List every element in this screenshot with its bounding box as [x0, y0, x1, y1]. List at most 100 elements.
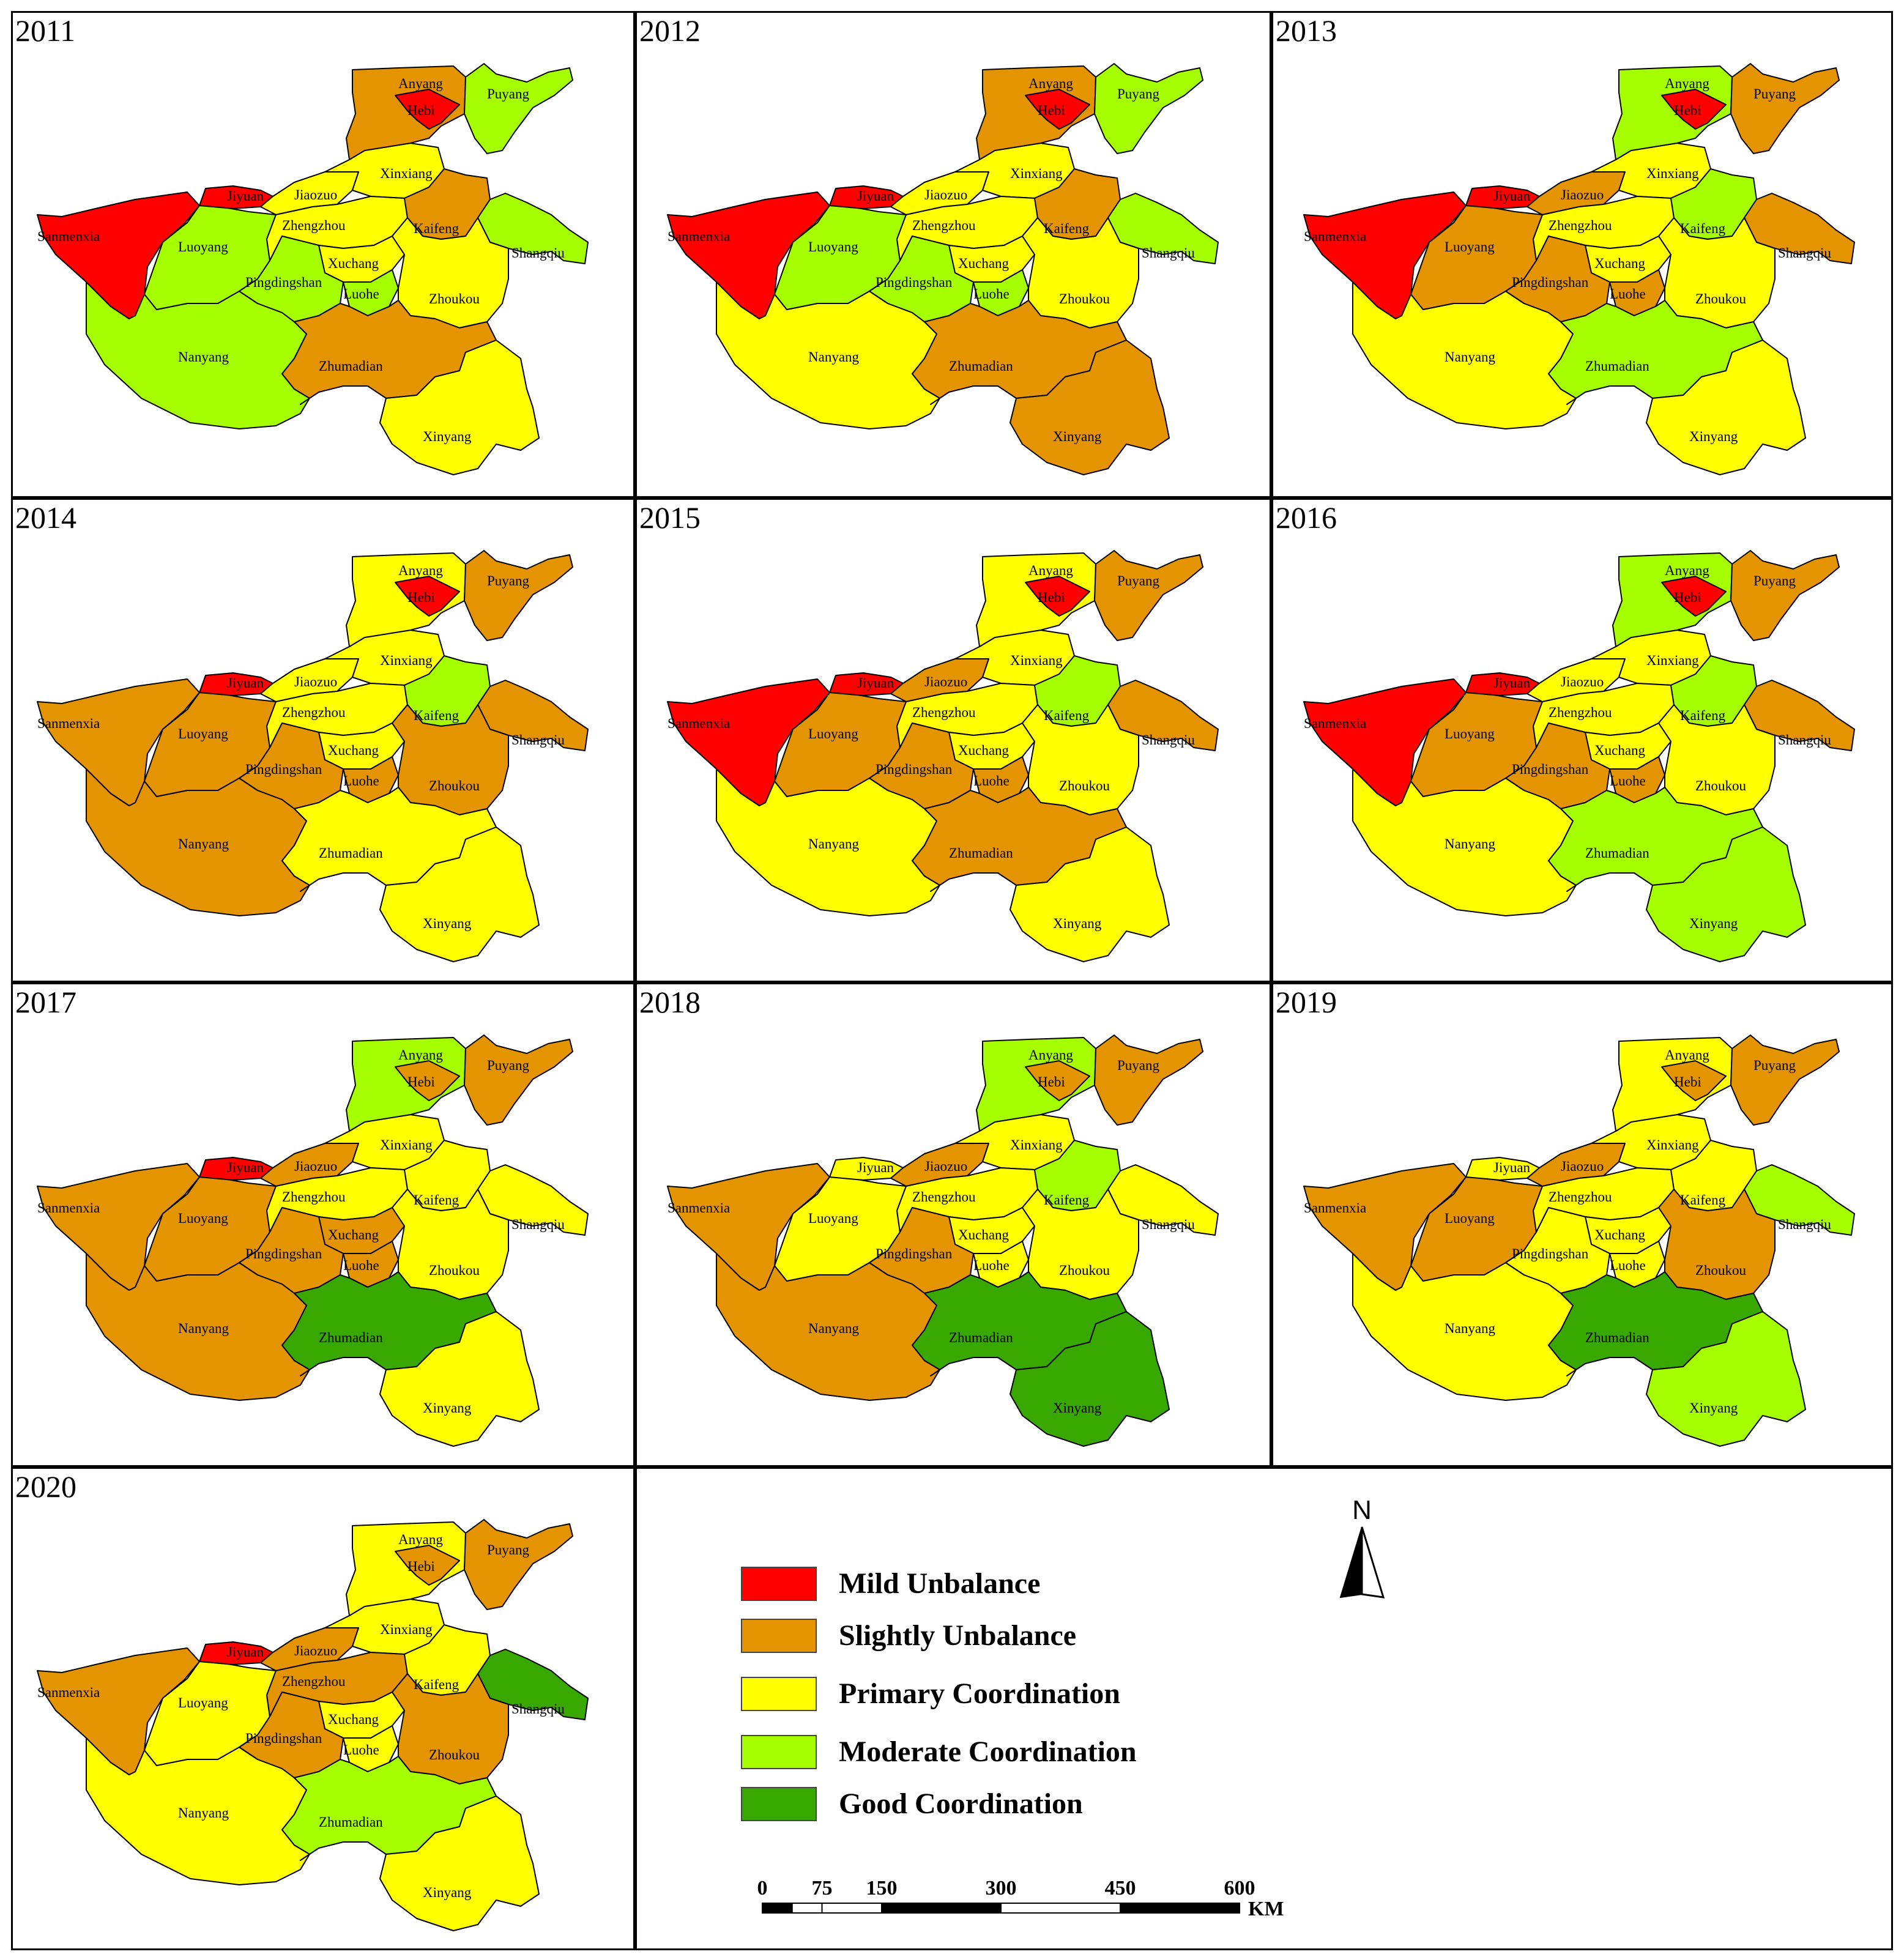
region-puyang	[1730, 1034, 1840, 1126]
region-jiyuan	[1465, 672, 1540, 696]
region-label-xinxiang: Xinxiang	[380, 1137, 433, 1153]
region-anyang	[976, 65, 1096, 160]
region-label-zhoukou: Zhoukou	[1059, 1263, 1110, 1278]
region-puyang	[464, 63, 573, 154]
region-label-nanyang: Nanyang	[178, 1805, 229, 1821]
region-xinyang	[1646, 1311, 1806, 1447]
region-label-jiyuan: Jiyuan	[227, 675, 264, 691]
region-label-pingdingshan: Pingdingshan	[876, 275, 953, 290]
henan-choropleth: Nanyang Sanmenxia Luoyang Jiyuan Jiaozuo Xinx…	[37, 550, 589, 962]
region-label-zhengzhou: Zhengzhou	[1549, 218, 1612, 233]
year-label: 2014	[15, 500, 76, 535]
region-label-luoyang: Luoyang	[1445, 1211, 1495, 1226]
region-label-luoyang: Luoyang	[178, 726, 228, 741]
region-label-zhoukou: Zhoukou	[429, 1263, 480, 1278]
region-anyang	[346, 65, 466, 160]
region-label-luohe: Luohe	[1610, 286, 1646, 302]
region-label-shangqiu: Shangqiu	[511, 245, 565, 261]
region-label-zhoukou: Zhoukou	[1059, 291, 1110, 306]
region-label-zhengzhou: Zhengzhou	[912, 1189, 976, 1205]
region-xinyang	[379, 1311, 540, 1447]
legend-label: Slightly Unbalance	[839, 1619, 1077, 1652]
region-label-puyang: Puyang	[1117, 573, 1160, 589]
map-panel-2020: 2020 Nanyang Sanmenxia Luoyang Jiyuan Jiaozuo…	[11, 1467, 635, 1950]
region-label-anyang: Anyang	[1665, 1047, 1709, 1063]
region-label-xinyang: Xinyang	[423, 1885, 472, 1900]
region-xinyang	[379, 340, 540, 475]
region-label-luoyang: Luoyang	[178, 1211, 228, 1226]
region-label-puyang: Puyang	[1117, 1058, 1160, 1073]
region-label-sanmenxia: Sanmenxia	[37, 229, 100, 244]
region-hebi	[395, 576, 460, 617]
region-puyang	[464, 1034, 573, 1126]
region-jiyuan	[829, 185, 904, 209]
region-label-luoyang: Luoyang	[1445, 239, 1495, 254]
region-label-xuchang: Xuchang	[1594, 1227, 1646, 1242]
region-label-zhumadian: Zhumadian	[949, 845, 1013, 861]
region-label-anyang: Anyang	[1028, 563, 1073, 578]
region-label-luoyang: Luoyang	[178, 1695, 228, 1710]
region-sanmenxia	[37, 1163, 200, 1291]
region-label-xinyang: Xinyang	[1053, 429, 1102, 444]
region-label-xinyang: Xinyang	[1053, 916, 1102, 931]
year-label: 2013	[1276, 13, 1337, 48]
region-zhoukou	[392, 1189, 509, 1300]
region-xinyang	[1010, 826, 1170, 962]
region-label-pingdingshan: Pingdingshan	[876, 1246, 953, 1261]
region-anyang	[1612, 65, 1733, 160]
region-label-pingdingshan: Pingdingshan	[1512, 1246, 1589, 1261]
region-label-hebi: Hebi	[1038, 590, 1065, 605]
region-label-nanyang: Nanyang	[808, 1321, 860, 1336]
map-panel-2015: 2015 Nanyang Sanmenxia Luoyang Jiyuan Jiaozuo…	[635, 498, 1271, 982]
region-hebi	[1661, 576, 1727, 617]
region-label-anyang: Anyang	[398, 1047, 443, 1063]
region-label-zhumadian: Zhumadian	[1585, 1330, 1649, 1345]
region-label-kaifeng: Kaifeng	[1680, 1192, 1726, 1208]
region-label-nanyang: Nanyang	[178, 836, 229, 852]
region-label-xinyang: Xinyang	[423, 1400, 472, 1416]
region-label-luoyang: Luoyang	[178, 239, 228, 254]
region-hebi	[395, 89, 460, 130]
region-label-xuchang: Xuchang	[1594, 743, 1646, 758]
map-panel-2017: 2017 Nanyang Sanmenxia Luoyang Jiyuan Jiaozuo…	[11, 982, 635, 1467]
region-label-zhoukou: Zhoukou	[1695, 291, 1747, 306]
scale-tick-label: 150	[866, 1877, 898, 1899]
region-label-shangqiu: Shangqiu	[1778, 245, 1831, 261]
region-label-luoyang: Luoyang	[808, 1211, 858, 1226]
year-label: 2012	[639, 13, 701, 48]
region-label-anyang: Anyang	[1028, 76, 1073, 91]
region-jiyuan	[829, 1157, 904, 1181]
region-label-luohe: Luohe	[343, 1742, 379, 1758]
region-puyang	[1094, 550, 1203, 641]
scale-unit: KM	[1248, 1898, 1284, 1920]
region-label-puyang: Puyang	[1753, 1058, 1796, 1073]
region-zhoukou	[1022, 217, 1139, 329]
region-label-shangqiu: Shangqiu	[1778, 1217, 1831, 1232]
region-sanmenxia	[667, 191, 830, 319]
region-label-anyang: Anyang	[1028, 1047, 1073, 1063]
region-label-jiyuan: Jiyuan	[227, 188, 264, 204]
region-label-xuchang: Xuchang	[328, 743, 379, 758]
region-zhoukou	[1022, 704, 1139, 815]
region-label-zhengzhou: Zhengzhou	[1549, 1189, 1612, 1205]
region-jiyuan	[199, 1641, 273, 1665]
year-label: 2020	[15, 1469, 76, 1504]
region-label-jiaozuo: Jiaozuo	[294, 674, 337, 689]
region-anyang	[976, 1037, 1096, 1132]
region-label-xinxiang: Xinxiang	[1010, 166, 1063, 181]
region-label-kaifeng: Kaifeng	[1680, 221, 1726, 236]
scale-tick-label: 450	[1105, 1877, 1136, 1899]
region-label-jiyuan: Jiyuan	[227, 1160, 264, 1175]
region-label-luoyang: Luoyang	[1445, 726, 1495, 741]
region-label-puyang: Puyang	[1117, 86, 1160, 102]
region-label-shangqiu: Shangqiu	[1778, 732, 1831, 748]
henan-choropleth: Nanyang Sanmenxia Luoyang Jiyuan Jiaozuo Xinx…	[1303, 550, 1855, 962]
region-label-xinxiang: Xinxiang	[380, 1622, 433, 1637]
region-label-puyang: Puyang	[487, 1058, 530, 1073]
region-label-luohe: Luohe	[1610, 773, 1646, 789]
region-label-sanmenxia: Sanmenxia	[37, 1200, 100, 1216]
region-label-xinyang: Xinyang	[1689, 1400, 1738, 1416]
region-xinyang	[379, 826, 540, 962]
region-label-luoyang: Luoyang	[808, 239, 858, 254]
region-jiyuan	[199, 672, 273, 696]
